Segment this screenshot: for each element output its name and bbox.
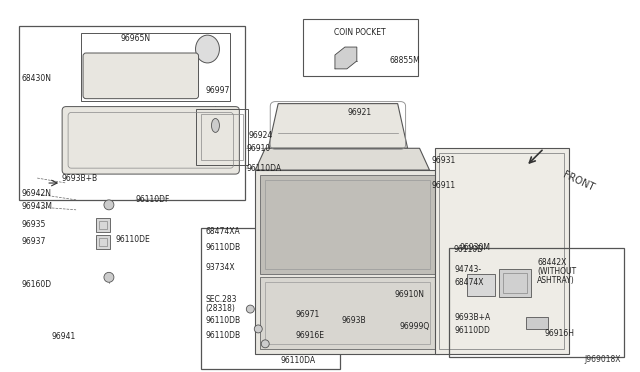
Text: 96916H: 96916H [544,329,574,339]
Bar [96,235,110,248]
Bar [200,228,340,369]
Bar [99,221,107,229]
Ellipse shape [211,119,220,132]
Bar [295,232,440,309]
Text: 68855M: 68855M [390,57,420,65]
Text: 96110DD: 96110DD [454,326,490,336]
Text: ASHTRAY): ASHTRAY) [537,276,575,285]
Text: 68474X: 68474X [454,278,484,287]
Bar [435,148,569,354]
Bar [265,282,429,344]
Text: 96916E: 96916E [295,331,324,340]
Polygon shape [335,47,357,69]
Text: (WITHOUT: (WITHOUT [537,267,576,276]
Text: 96110DB: 96110DB [205,243,241,252]
Text: 96160D: 96160D [21,280,51,289]
Text: 96110DA: 96110DA [246,164,282,173]
Text: 96110DA: 96110DA [280,356,316,365]
Text: 96924: 96924 [248,131,273,140]
Text: 9693B: 9693B [342,317,367,326]
Circle shape [261,340,269,348]
Ellipse shape [196,35,220,63]
Text: 96931: 96931 [431,156,456,165]
Text: 93734X: 93734X [205,263,235,272]
FancyBboxPatch shape [62,107,239,174]
Text: 96911: 96911 [431,180,456,189]
Text: 68430N: 68430N [21,74,51,83]
Bar [290,228,447,314]
Circle shape [254,325,262,333]
Text: 96943M: 96943M [21,202,52,211]
Text: 96110DF: 96110DF [136,195,170,204]
Text: 68442X: 68442X [537,258,566,267]
Text: SEC.283: SEC.283 [205,295,237,304]
Text: 96999Q: 96999Q [399,323,430,331]
Text: 96971: 96971 [295,310,319,318]
Polygon shape [268,104,408,148]
Circle shape [104,272,114,282]
Bar [467,274,495,296]
Text: 96997: 96997 [205,86,230,95]
Text: 96110DB: 96110DB [205,331,241,340]
Text: 96921: 96921 [348,108,372,117]
FancyBboxPatch shape [83,53,198,99]
Text: 96910N: 96910N [395,290,425,299]
Text: 9693B+B: 9693B+B [61,174,97,183]
Bar [265,180,429,269]
Bar [440,153,564,349]
Bar [196,109,248,165]
Text: 94743-: 94743- [454,265,481,274]
Bar [19,26,245,200]
Text: 96935: 96935 [21,220,45,229]
Text: 96110DB: 96110DB [205,317,241,326]
Text: (28318): (28318) [205,304,236,312]
Text: 96110D: 96110D [453,245,483,254]
Text: 96937: 96937 [21,237,45,246]
Bar [499,269,531,297]
Bar [255,170,440,354]
Polygon shape [255,148,429,170]
Text: 96930M: 96930M [460,243,490,252]
Text: 96942N: 96942N [21,189,51,198]
Text: COIN POCKET: COIN POCKET [334,28,386,37]
Bar [449,247,623,357]
Circle shape [104,200,114,210]
Bar [503,273,527,293]
Bar [526,317,548,329]
Text: J969018X: J969018X [584,355,621,364]
Bar [303,19,417,76]
Bar [91,61,191,91]
Text: 96910: 96910 [246,144,271,153]
Text: 96941: 96941 [51,332,76,341]
Bar [260,277,435,349]
Text: 96110DE: 96110DE [116,235,150,244]
Bar [96,218,110,232]
Text: 9693B+A: 9693B+A [454,312,491,321]
Bar [260,175,435,274]
Text: 68474XA: 68474XA [205,227,240,236]
Text: FRONT: FRONT [561,170,595,193]
Bar [99,238,107,246]
Bar [200,113,243,160]
Circle shape [246,305,254,313]
Text: 96965N: 96965N [121,33,151,43]
Bar [81,33,230,101]
